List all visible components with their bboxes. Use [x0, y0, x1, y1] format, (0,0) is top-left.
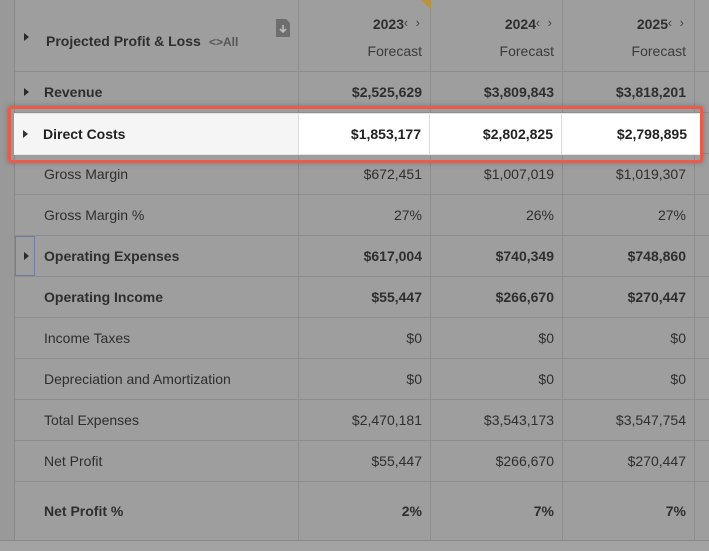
- value-2024: $3,809,843: [431, 72, 563, 112]
- value-2025: $1,019,307: [563, 154, 695, 194]
- row-label-cell: Revenue: [15, 72, 299, 112]
- focus-ring: [15, 236, 35, 276]
- header-col-2024: 2024 ‹ › Forecast: [431, 0, 563, 72]
- value-2025: $3,547,754: [563, 400, 695, 440]
- expand-caret-icon[interactable]: [24, 88, 29, 96]
- value-2023: $0: [299, 318, 431, 358]
- table-row-operating-expenses[interactable]: Operating Expenses $617,004 $740,349 $74…: [15, 236, 709, 277]
- profit-loss-table: Projected Profit & Loss <>All 2023 ‹ › F…: [14, 0, 709, 540]
- value-2025: 7%: [563, 482, 695, 540]
- header-label-cell: Projected Profit & Loss <>All: [15, 0, 299, 72]
- header-col-2023: 2023 ‹ › Forecast: [299, 0, 431, 72]
- year-nav-arrows-icon[interactable]: ‹ ›: [535, 15, 554, 30]
- table-row-revenue[interactable]: Revenue $2,525,629 $3,809,843 $3,818,201: [15, 72, 709, 113]
- value-2023: $55,447: [299, 277, 431, 317]
- value-2025: $3,818,201: [563, 72, 695, 112]
- value-2023: $672,451: [299, 154, 431, 194]
- value-2025: $270,447: [563, 441, 695, 481]
- row-label: Operating Expenses: [44, 248, 180, 264]
- row-label-cell: Gross Margin %: [15, 195, 299, 235]
- value-2024: $266,670: [431, 277, 563, 317]
- expand-caret-icon[interactable]: [24, 33, 29, 41]
- row-label-cell: Net Profit: [15, 441, 299, 481]
- table-row-total-expenses[interactable]: Total Expenses $2,470,181 $3,543,173 $3,…: [15, 400, 709, 441]
- table-row-gross-margin[interactable]: Gross Margin $672,451 $1,007,019 $1,019,…: [15, 154, 709, 195]
- value-2023: $617,004: [299, 236, 431, 276]
- value-2023: $2,525,629: [299, 72, 431, 112]
- value-2025: $2,798,895: [616, 126, 687, 142]
- year-nav-arrows-icon[interactable]: ‹ ›: [403, 15, 422, 30]
- forecast-label: Forecast: [499, 43, 554, 59]
- row-label: Depreciation and Amortization: [44, 371, 231, 387]
- row-label-cell: Total Expenses: [15, 400, 299, 440]
- download-file-icon[interactable]: [275, 18, 291, 38]
- value-2023: $0: [299, 359, 431, 399]
- row-label-background: [14, 114, 299, 154]
- row-label: Direct Costs: [43, 126, 126, 142]
- value-2024: $3,543,173: [431, 400, 563, 440]
- highlight-frame: [8, 106, 703, 163]
- table-row-net-profit-pct[interactable]: Net Profit % 2% 7% 7%: [15, 482, 709, 540]
- row-label-cell: Operating Income: [15, 277, 299, 317]
- row-label-cell: Depreciation and Amortization: [15, 359, 299, 399]
- table-title: Projected Profit & Loss: [46, 33, 201, 49]
- row-label: Gross Margin: [44, 166, 129, 182]
- value-2025: $270,447: [563, 277, 695, 317]
- row-label-cell: Gross Margin: [15, 154, 299, 194]
- expand-caret-icon[interactable]: [24, 252, 29, 260]
- row-label: Net Profit %: [44, 503, 124, 519]
- value-2023: $1,853,177: [298, 114, 430, 154]
- row-label: Operating Income: [44, 289, 164, 305]
- value-2024: $0: [431, 318, 563, 358]
- table-row-net-profit[interactable]: Net Profit $55,447 $266,670 $270,447: [15, 441, 709, 482]
- expand-caret-icon[interactable]: [23, 130, 28, 138]
- row-label-cell: Income Taxes: [15, 318, 299, 358]
- value-2024: 26%: [431, 195, 563, 235]
- table-row-gross-margin-pct[interactable]: Gross Margin % 27% 26% 27%: [15, 195, 709, 236]
- row-label: Revenue: [44, 84, 103, 100]
- bottom-edge: [0, 540, 709, 551]
- value-2023: $2,470,181: [299, 400, 431, 440]
- table-row-direct-costs[interactable]: Direct Costs $1,853,177 $2,802,825 $2,79…: [14, 113, 700, 155]
- row-label-cell: Net Profit %: [15, 482, 299, 540]
- corner-flag-icon: [421, 0, 431, 10]
- value-2023: $55,447: [299, 441, 431, 481]
- year-label: 2025: [636, 16, 668, 32]
- row-label: Total Expenses: [44, 412, 139, 428]
- row-label: Gross Margin %: [44, 207, 145, 223]
- value-2025: 27%: [563, 195, 695, 235]
- row-label: Net Profit: [44, 453, 103, 469]
- value-2025: $0: [563, 359, 695, 399]
- forecast-label: Forecast: [631, 43, 686, 59]
- header-col-2025: 2025 ‹ › Forecast: [563, 0, 695, 72]
- value-2025: $748,860: [563, 236, 695, 276]
- value-2024: $266,670: [431, 441, 563, 481]
- table-row-income-taxes[interactable]: Income Taxes $0 $0 $0: [15, 318, 709, 359]
- year-label: 2024: [504, 16, 536, 32]
- expand-all-toggle[interactable]: <>All: [209, 35, 239, 49]
- value-2025: $0: [563, 318, 695, 358]
- value-2023: 2%: [299, 482, 431, 540]
- value-2024: $0: [431, 359, 563, 399]
- value-2024: 7%: [431, 482, 563, 540]
- table-row-operating-income[interactable]: Operating Income $55,447 $266,670 $270,4…: [15, 277, 709, 318]
- value-2024: $1,007,019: [431, 154, 563, 194]
- value-2024: $740,349: [431, 236, 563, 276]
- table-row-depreciation[interactable]: Depreciation and Amortization $0 $0 $0: [15, 359, 709, 400]
- forecast-label: Forecast: [367, 43, 422, 59]
- value-2024: $2,802,825: [430, 114, 562, 154]
- year-nav-arrows-icon[interactable]: ‹ ›: [667, 15, 686, 30]
- row-label: Income Taxes: [44, 330, 131, 346]
- value-2023: 27%: [299, 195, 431, 235]
- row-label-cell: Operating Expenses: [15, 236, 299, 276]
- row-label-cell: Direct Costs: [14, 114, 298, 154]
- year-label: 2023: [372, 16, 404, 32]
- table-header: Projected Profit & Loss <>All 2023 ‹ › F…: [15, 0, 709, 72]
